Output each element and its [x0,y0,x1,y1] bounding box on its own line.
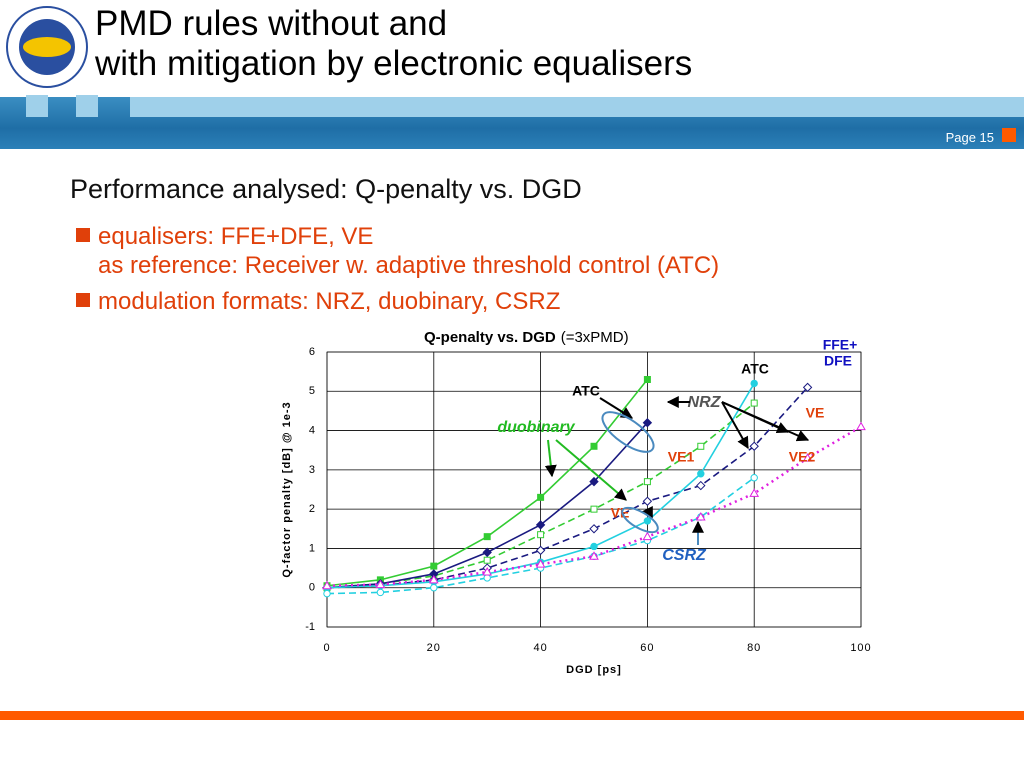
marker [750,399,758,407]
marker [643,517,652,525]
arrow [721,401,790,433]
marker [749,488,760,497]
bullet-text: equalisers: FFE+DFE, VE [98,223,374,250]
y-tick-label: 4 [309,424,315,436]
marker [322,580,332,590]
annotation: duobinary [497,419,575,436]
y-axis-label: Q-factor penalty [dB] @ 1e-3 [281,401,293,577]
bullet: equalisers: FFE+DFE, VE as reference: Rec… [76,222,719,280]
marker [696,480,706,491]
marker [430,584,438,592]
arrow [544,439,557,478]
x-tick-label: 80 [747,642,761,654]
marker [697,470,705,478]
annotation: VE [806,405,825,421]
y-tick-label: 1 [309,542,315,554]
marker [589,524,599,534]
deco [1002,128,1016,142]
x-tick-label: 0 [323,642,330,654]
y-tick-label: 3 [309,464,315,476]
annotation: CSRZ [662,547,707,564]
deco [26,95,48,117]
highlight [621,506,659,534]
marker [750,379,758,388]
marker [856,421,866,431]
highlight [601,411,655,453]
annotation: VE2 [789,449,816,465]
series-line [326,386,809,589]
y-tick-label: 6 [309,346,315,358]
marker [535,545,546,556]
marker [482,547,492,558]
y-tick-label: 5 [309,385,315,397]
arrow [721,401,749,450]
annotation: ATC [572,383,600,399]
x-tick-label: 100 [850,642,871,654]
marker [323,589,331,598]
chart-title: Q-penalty vs. DGD [424,329,556,346]
series-line [326,425,862,587]
bullet-text: modulation formats: NRZ, duobinary, CSRZ [98,288,561,315]
x-tick-label: 60 [640,642,654,654]
marker [483,556,491,564]
marker [749,441,759,451]
footer-band [0,711,1024,720]
marker [643,478,651,486]
marker [482,566,493,576]
title-line: with mitigation by electronic equalisers [95,44,693,83]
marker [430,562,438,570]
logo [6,6,88,88]
arrow [555,439,627,501]
marker [535,559,546,568]
x-tick-label: 20 [427,642,441,654]
title-line: PMD rules without and [95,4,448,43]
marker [590,505,598,513]
y-tick-label: 0 [309,582,315,594]
y-tick-label: 2 [309,503,315,515]
x-axis-label: DGD [ps] [566,664,622,676]
marker [375,579,386,589]
page-number: Page 15 [945,130,994,145]
marker [695,511,706,521]
marker [537,531,545,539]
subtitle: Performance analysed: Q-penalty vs. DGD [70,174,582,204]
annotation: FFE+ [823,337,858,353]
annotation: ATC [741,361,769,377]
marker [590,542,598,551]
bullet-text: as reference: Receiver w. adaptive thres… [98,252,720,279]
y-tick-label: -1 [305,621,315,633]
marker [376,588,385,597]
marker [428,574,439,584]
deco [76,95,98,117]
bullet: modulation formats: NRZ, duobinary, CSRZ [76,287,560,316]
marker [642,496,653,506]
chart-subtitle: (=3xPMD) [561,329,629,346]
marker [642,531,653,541]
slide-title: PMD rules without and with mitigation by … [95,4,692,84]
marker [802,382,813,393]
marker [643,376,651,383]
marker [589,476,599,487]
marker [589,551,599,560]
marker [590,442,598,450]
annotation: VE1 [668,449,695,465]
marker [483,533,491,541]
annotation: NRZ [688,394,722,411]
header-band-light [130,97,1024,117]
marker [642,418,653,428]
marker [535,520,546,530]
marker [802,453,813,462]
marker [537,493,545,501]
arrow [599,397,634,419]
x-tick-label: 40 [533,642,547,654]
marker [483,574,491,582]
marker [750,474,758,482]
annotation: DFE [824,353,852,369]
marker [697,442,705,450]
